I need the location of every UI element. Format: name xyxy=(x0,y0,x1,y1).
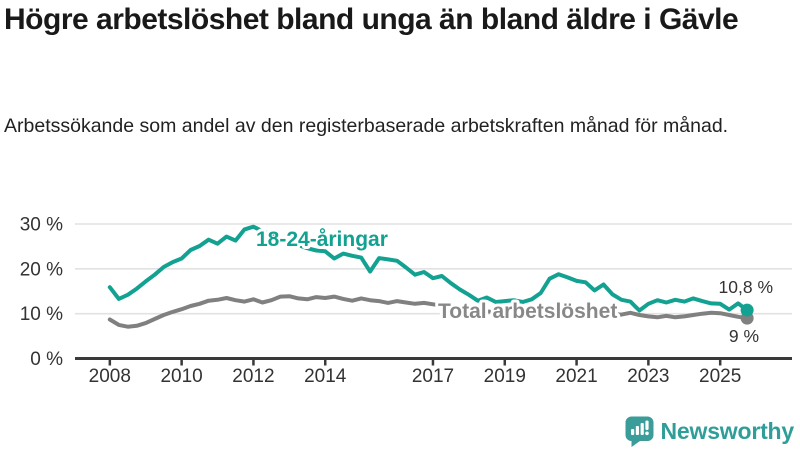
newsworthy-logo[interactable]: Newsworthy xyxy=(625,416,794,447)
x-axis-tick-label: 2017 xyxy=(412,366,454,387)
series-end-value-label-youth: 10,8 % xyxy=(719,277,773,297)
chart-subtitle: Arbetssökande som andel av den registerb… xyxy=(4,115,729,137)
series-line-total xyxy=(107,294,750,329)
y-axis-tick-label: 10 % xyxy=(20,304,63,325)
y-axis-tick-label: 0 % xyxy=(30,349,63,370)
x-axis-tick-label: 2025 xyxy=(699,366,741,387)
chart-title: Högre arbetslöshet bland unga än bland ä… xyxy=(4,3,739,36)
logo-bar-3 xyxy=(640,423,644,435)
logo-exclamation-stem xyxy=(644,420,649,430)
series-end-value-label-total: 9 % xyxy=(729,326,759,346)
x-axis-tick-label: 2010 xyxy=(160,366,202,387)
series-line-youth xyxy=(107,224,750,313)
x-axis-tick-label: 2008 xyxy=(89,366,131,387)
x-axis-tick-label: 2012 xyxy=(232,366,274,387)
y-axis-tick-label: 30 % xyxy=(20,215,63,236)
x-axis-tick-label: 2019 xyxy=(484,366,526,387)
x-axis-tick-label: 2023 xyxy=(627,366,669,387)
logo-bar-1 xyxy=(630,429,634,435)
x-axis-tick-label: 2021 xyxy=(555,366,597,387)
newsworthy-logo-text: Newsworthy xyxy=(660,418,795,444)
x-axis-tick-label: 2014 xyxy=(304,366,347,387)
series-label-youth: 18-24-åringar xyxy=(256,228,388,251)
series-end-dot-youth xyxy=(740,303,754,317)
series-label-total: Total arbetslöshet xyxy=(438,300,617,323)
logo-bar-2 xyxy=(635,426,639,435)
logo-bubble-shape xyxy=(625,416,654,447)
logo-exclamation-dot xyxy=(644,431,649,436)
y-axis-tick-label: 20 % xyxy=(20,259,63,280)
newsworthy-logo-icon xyxy=(625,416,654,447)
